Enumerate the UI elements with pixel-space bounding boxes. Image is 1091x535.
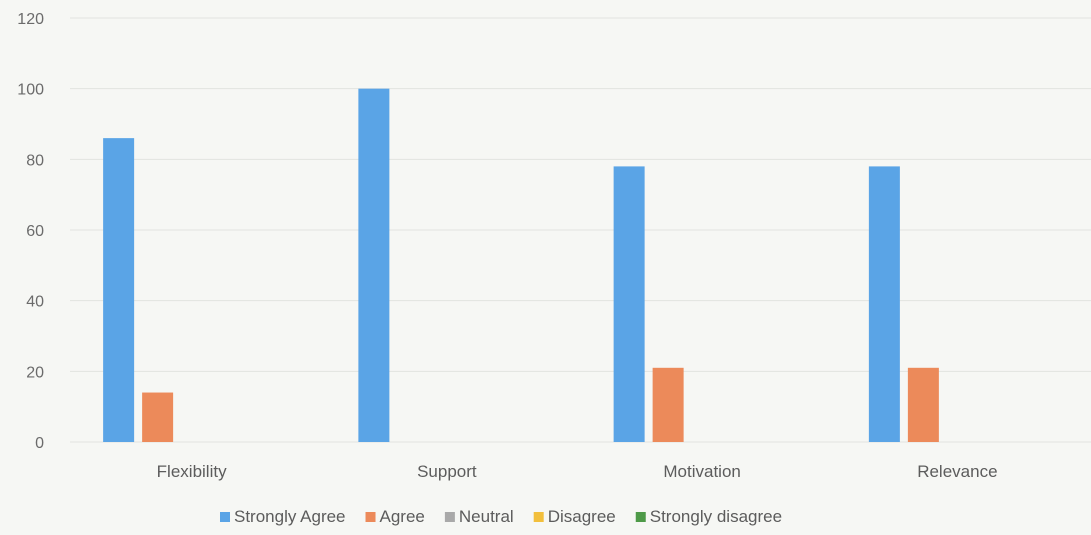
x-category-label: Motivation [663, 462, 740, 481]
bar-agree-flexibility [142, 392, 174, 442]
y-tick-label: 80 [26, 152, 44, 169]
bars [103, 88, 939, 443]
legend: Strongly Agree Agree Neutral Disagree Strong… [220, 507, 782, 526]
legend-swatch-strongly-disagree [635, 512, 646, 522]
legend-label-agree: Agree [380, 507, 425, 526]
legend-label-strongly-disagree: Strongly disagree [650, 507, 782, 526]
bar-agree-relevance [907, 367, 939, 442]
bar-strongly-agree-motivation [613, 166, 645, 442]
y-tick-label: 20 [26, 364, 44, 381]
bar-agree-motivation [652, 367, 684, 442]
bar-strongly-agree-relevance [868, 166, 900, 442]
y-tick-label: 60 [26, 223, 44, 240]
x-category-label: Flexibility [157, 462, 227, 481]
gridlines [70, 17, 1091, 443]
legend-swatch-agree [365, 512, 376, 522]
y-tick-label: 100 [17, 82, 44, 99]
y-axis-ticks: 0 20 40 60 80 100 120 [17, 11, 44, 452]
bar-strongly-agree-flexibility [103, 138, 135, 442]
x-category-label: Support [417, 462, 477, 481]
y-tick-label: 40 [26, 294, 44, 311]
legend-swatch-disagree [533, 512, 544, 522]
x-category-label: Relevance [917, 462, 997, 481]
bar-strongly-agree-support [358, 88, 390, 443]
legend-label-strongly-agree: Strongly Agree [234, 507, 346, 526]
x-axis-categories: Flexibility Support Motivation Relevance [157, 462, 998, 481]
y-tick-label: 0 [35, 435, 44, 452]
y-tick-label: 120 [17, 11, 44, 28]
legend-swatch-neutral [444, 512, 455, 522]
legend-label-neutral: Neutral [459, 507, 514, 526]
legend-label-disagree: Disagree [548, 507, 616, 526]
legend-swatch-strongly-agree [220, 512, 230, 522]
